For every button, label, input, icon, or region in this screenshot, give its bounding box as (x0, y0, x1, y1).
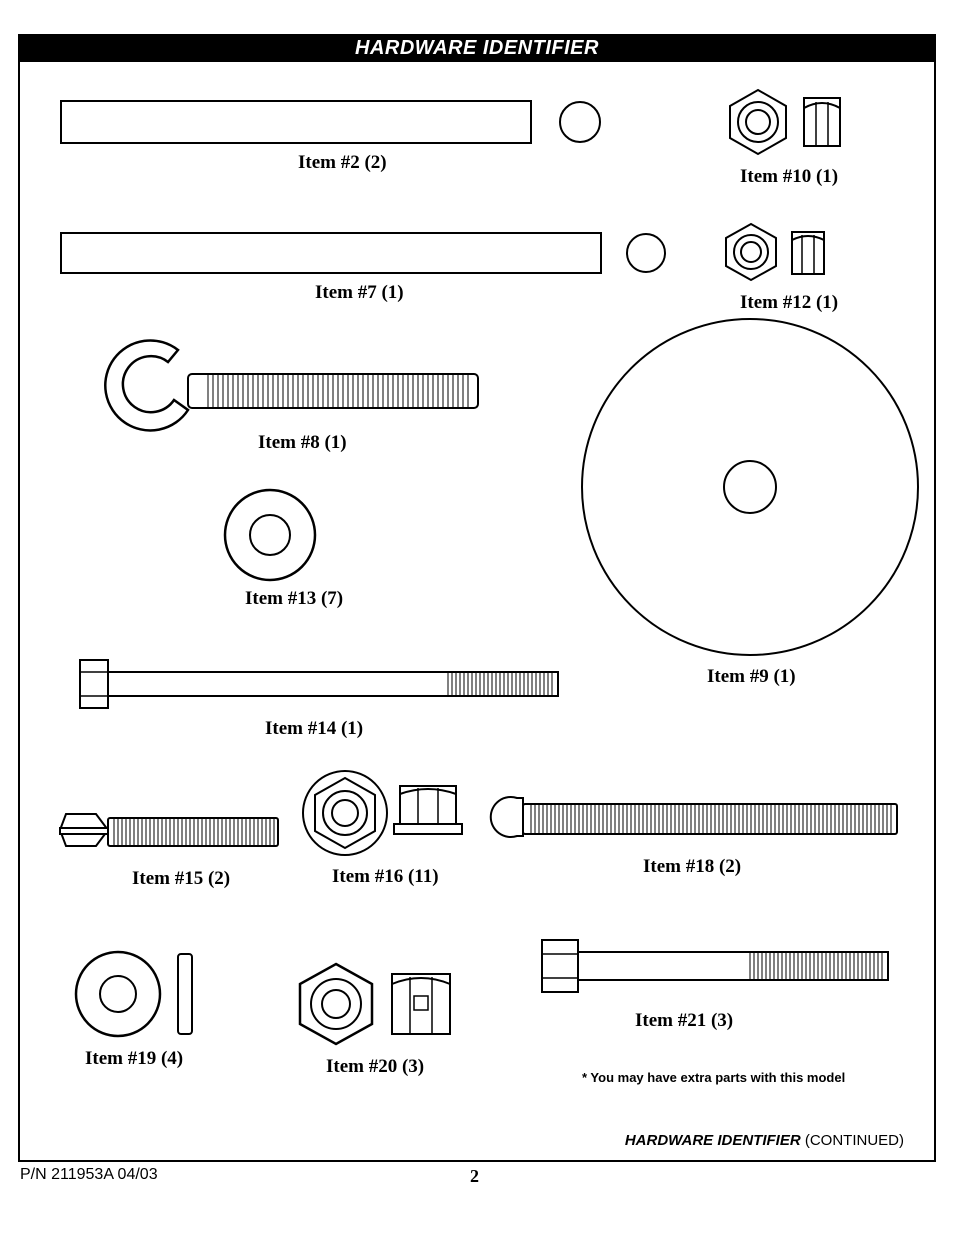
item-21-graphic (540, 938, 900, 998)
item-2-label: Item #2 (2) (298, 152, 387, 174)
item-9-graphic (575, 317, 925, 667)
item-15-graphic (58, 800, 288, 860)
footer-part-number: P/N 211953A 04/03 (20, 1166, 158, 1184)
item-14-label: Item #14 (1) (265, 718, 363, 740)
continued-note: HARDWARE IDENTIFIER (CONTINUED) (625, 1132, 904, 1149)
continued-rest: (CONTINUED) (801, 1132, 904, 1149)
item-7-label: Item #7 (1) (315, 282, 404, 304)
item-12-label: Item #12 (1) (740, 292, 838, 314)
item-10-label: Item #10 (1) (740, 166, 838, 188)
item-13-graphic (222, 487, 318, 583)
item-20-graphic (292, 960, 462, 1048)
item-20-label: Item #20 (3) (326, 1056, 424, 1078)
item-19-label: Item #19 (4) (85, 1048, 183, 1070)
footer-page-number: 2 (470, 1166, 479, 1187)
item-14-graphic (78, 658, 568, 714)
item-19-graphic (72, 948, 212, 1040)
item-16-graphic (300, 768, 470, 858)
item-8-label: Item #8 (1) (258, 432, 347, 454)
extra-parts-note: * You may have extra parts with this mod… (582, 1070, 845, 1085)
item-2-graphic (60, 100, 620, 150)
item-9-label: Item #9 (1) (707, 666, 796, 688)
continued-bold: HARDWARE IDENTIFIER (625, 1132, 801, 1149)
page-title: HARDWARE IDENTIFIER (355, 37, 599, 59)
item-13-label: Item #13 (7) (245, 588, 343, 610)
item-18-label: Item #18 (2) (643, 856, 741, 878)
item-10-graphic (720, 88, 850, 158)
content-frame: Item #2 (2) Item #10 (1) Item #7 (1) (18, 62, 936, 1162)
item-16-label: Item #16 (11) (332, 866, 439, 888)
page-title-bar: HARDWARE IDENTIFIER (18, 34, 936, 62)
item-7-graphic (60, 232, 680, 278)
page: HARDWARE IDENTIFIER Item #2 (2) Item #10… (0, 0, 954, 1235)
item-15-label: Item #15 (2) (132, 868, 230, 890)
item-21-label: Item #21 (3) (635, 1010, 733, 1032)
item-12-graphic (718, 222, 838, 284)
item-18-graphic (485, 794, 905, 849)
